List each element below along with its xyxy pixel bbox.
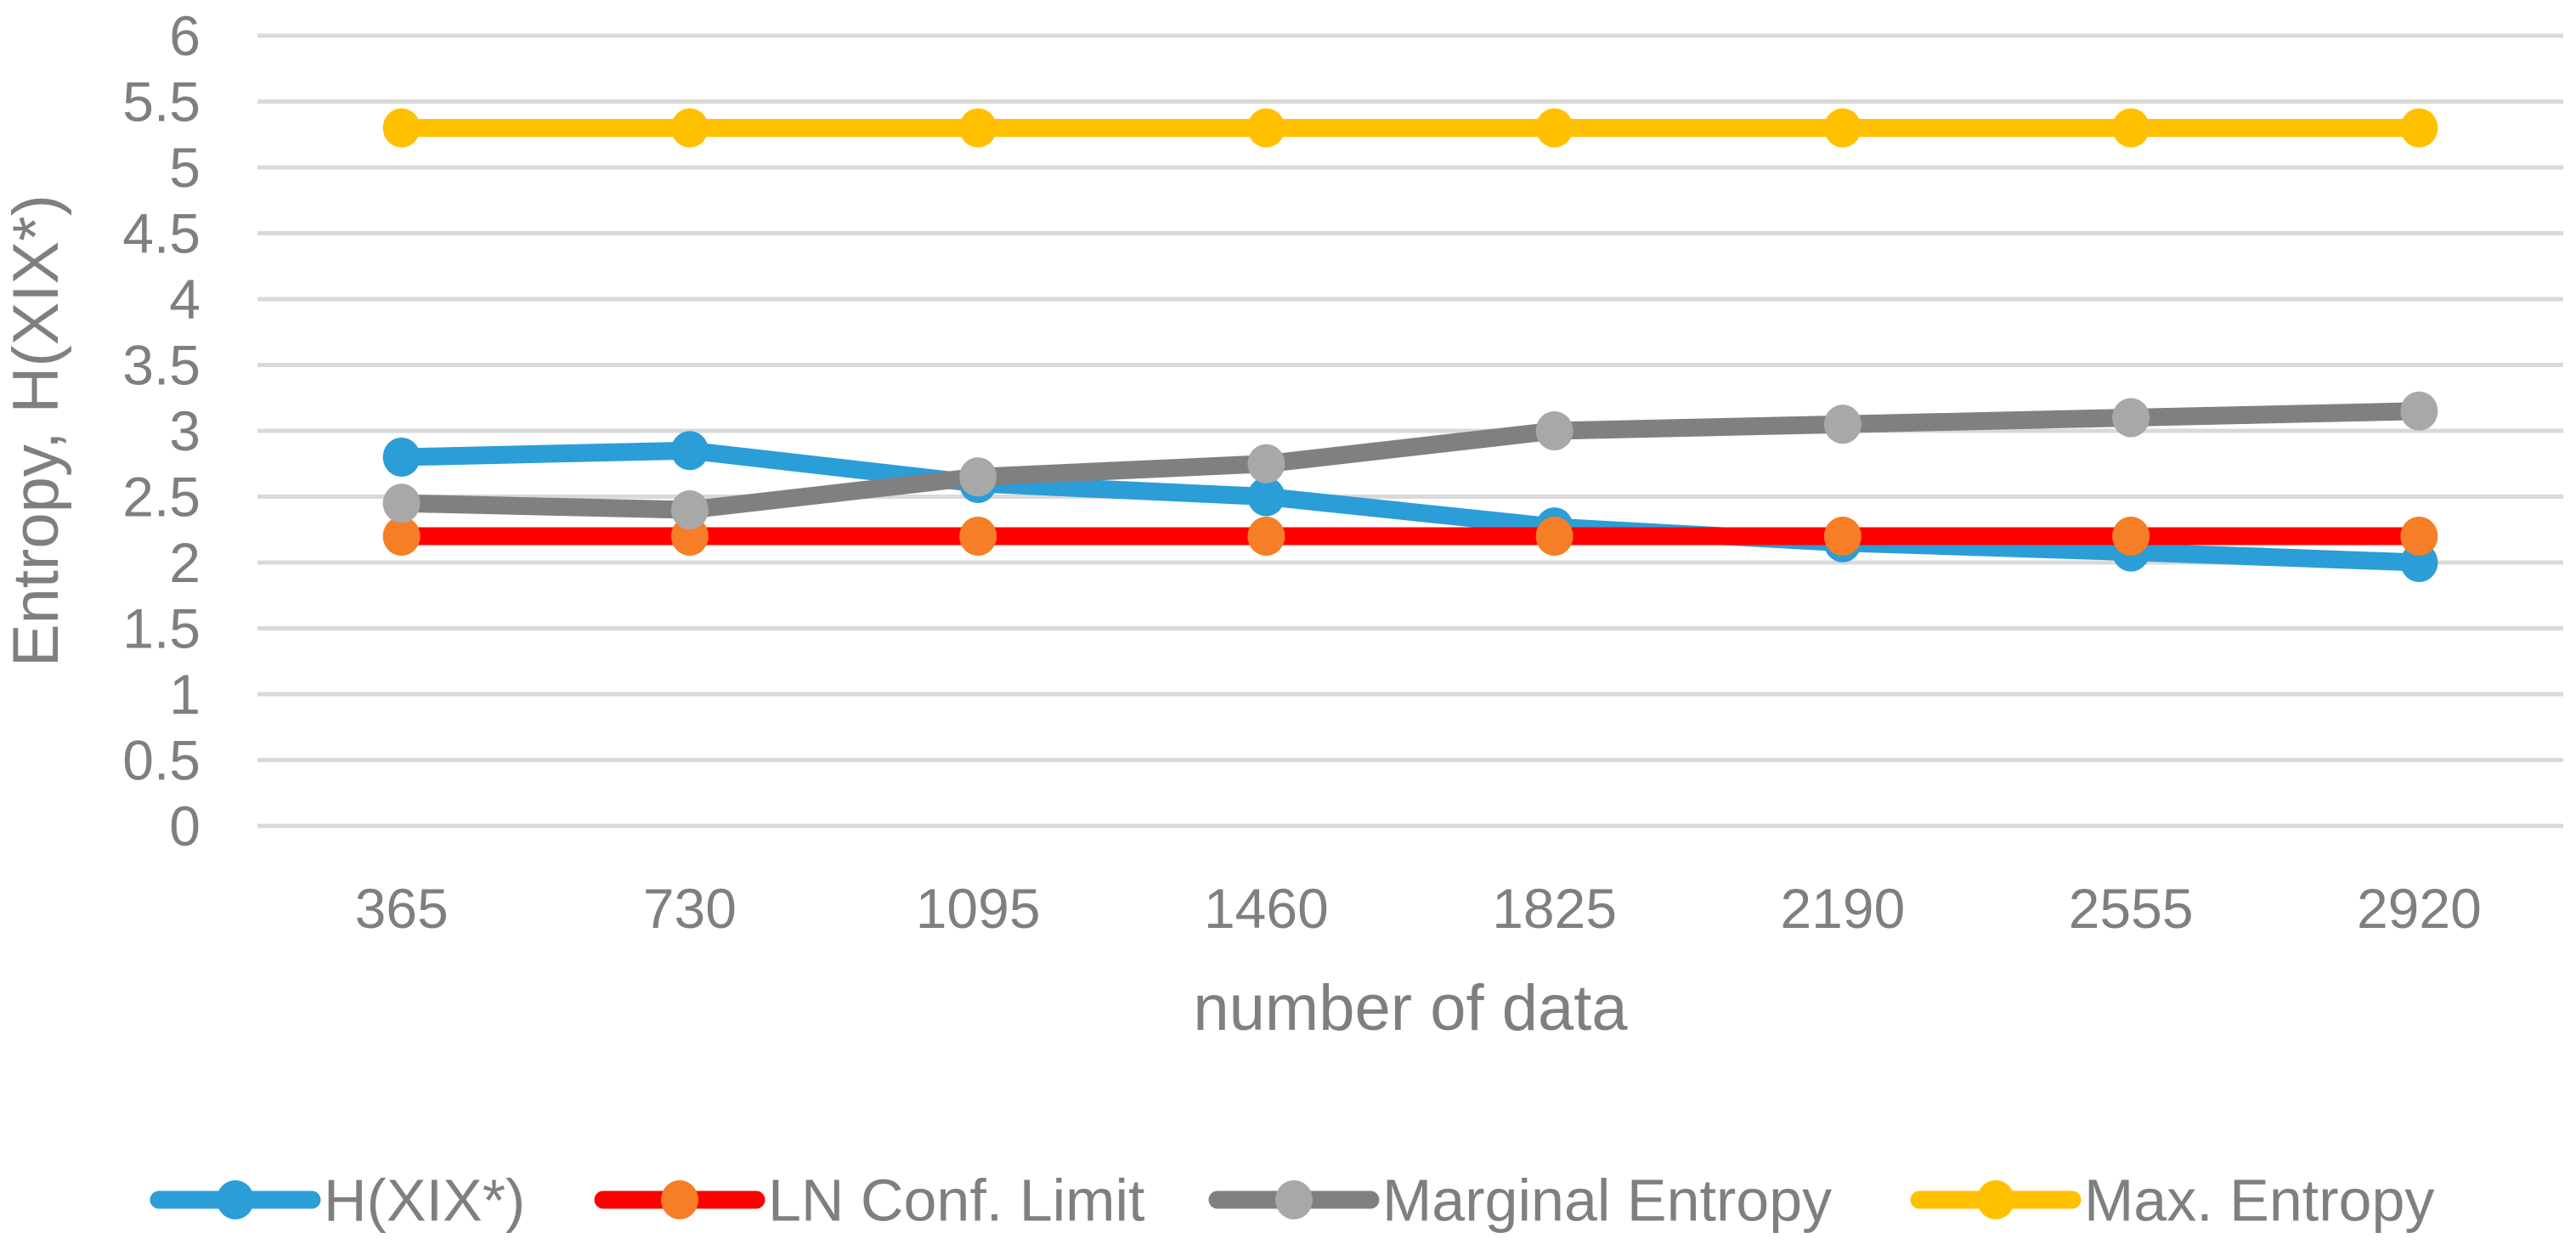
- y-tick-label: 0.5: [122, 729, 201, 792]
- data-point-marker-marginal-entropy: [1823, 404, 1861, 444]
- y-tick-label: 1: [169, 663, 201, 726]
- data-point-marker-marginal-entropy: [1535, 411, 1573, 450]
- data-point-marker-max-entropy: [382, 108, 421, 148]
- series-line-marginal-entropy: [393, 402, 2428, 519]
- y-tick-label: 3.5: [122, 334, 201, 397]
- y-tick-label: 2.5: [122, 466, 201, 529]
- legend: H(XIX*) LN Conf. Limit Marginal Entropy Max…: [150, 1168, 2434, 1234]
- y-axis-title: Entropy, H(XIX*): [0, 195, 72, 667]
- series-group: [382, 108, 2438, 582]
- y-tick-label: 6: [169, 4, 201, 67]
- legend-item-ln-conf-limit: LN Conf. Limit: [594, 1168, 1144, 1234]
- data-point-marker-marginal-entropy: [2400, 391, 2438, 431]
- series-max-entropy: [382, 108, 2438, 148]
- legend-label: LN Conf. Limit: [768, 1168, 1144, 1234]
- legend-marker-max-entropy: [1977, 1180, 2014, 1219]
- data-point-marker-ln-conf-limit: [959, 517, 997, 556]
- legend-label: Max. Entropy: [2084, 1168, 2434, 1234]
- legend-label: Marginal Entropy: [1382, 1168, 1832, 1234]
- data-point-marker-marginal-entropy: [670, 490, 709, 529]
- x-axis-tick-labels: 365 730 1095 1460 1825 2190 2555 2920: [355, 877, 2482, 940]
- gridlines-group: [257, 33, 2563, 828]
- legend-label: H(XIX*): [324, 1168, 525, 1234]
- y-tick-label: 3: [169, 399, 201, 462]
- y-tick-label: 1.5: [122, 597, 201, 660]
- data-point-marker-ln-conf-limit: [1535, 517, 1573, 556]
- data-point-marker-ln-conf-limit: [382, 517, 421, 556]
- data-point-marker-marginal-entropy: [959, 457, 997, 497]
- data-point-marker-h-xix: [1247, 477, 1285, 517]
- series-line-h-xix: [393, 441, 2428, 572]
- data-point-marker-h-xix: [670, 431, 709, 471]
- x-tick-label: 2920: [2357, 877, 2482, 940]
- data-point-marker-h-xix: [382, 438, 421, 477]
- data-point-marker-ln-conf-limit: [2400, 517, 2438, 556]
- data-point-marker-max-entropy: [1535, 108, 1573, 148]
- y-tick-label: 5.5: [122, 71, 201, 133]
- data-point-marker-max-entropy: [670, 108, 709, 148]
- x-tick-label: 2190: [1780, 877, 1905, 940]
- data-point-marker-max-entropy: [959, 108, 997, 148]
- legend-item-max-entropy: Max. Entropy: [1910, 1168, 2434, 1234]
- data-point-marker-marginal-entropy: [1247, 444, 1285, 483]
- data-point-marker-max-entropy: [2400, 108, 2438, 148]
- x-tick-label: 1095: [916, 877, 1041, 940]
- x-tick-label: 2555: [2069, 877, 2194, 940]
- legend-marker-marginal-entropy: [1275, 1180, 1313, 1219]
- data-point-marker-max-entropy: [1247, 108, 1285, 148]
- legend-marker-h-xix: [217, 1180, 254, 1219]
- x-tick-label: 730: [643, 877, 737, 940]
- data-point-marker-max-entropy: [1823, 108, 1861, 148]
- y-tick-label: 2: [169, 531, 201, 594]
- legend-item-marginal-entropy: Marginal Entropy: [1208, 1168, 1832, 1234]
- y-tick-label: 5: [169, 136, 201, 199]
- legend-marker-ln-conf-limit: [661, 1180, 698, 1219]
- x-axis-title: number of data: [1193, 972, 1628, 1044]
- legend-item-h-xix: H(XIX*): [150, 1168, 525, 1234]
- y-tick-label: 4.5: [122, 202, 201, 265]
- data-point-marker-marginal-entropy: [382, 483, 421, 523]
- y-tick-label: 4: [169, 268, 201, 331]
- y-axis-tick-labels: 00.511.522.533.544.555.56: [122, 4, 201, 857]
- data-point-marker-ln-conf-limit: [1247, 517, 1285, 556]
- data-point-marker-max-entropy: [2112, 108, 2150, 148]
- series-marginal-entropy: [382, 391, 2438, 529]
- x-tick-label: 1460: [1204, 877, 1329, 940]
- x-tick-label: 1825: [1492, 877, 1617, 940]
- data-point-marker-marginal-entropy: [2112, 398, 2150, 438]
- data-point-marker-ln-conf-limit: [2112, 517, 2150, 556]
- y-tick-label: 0: [169, 794, 201, 857]
- x-tick-label: 365: [355, 877, 449, 940]
- data-point-marker-ln-conf-limit: [1823, 517, 1861, 556]
